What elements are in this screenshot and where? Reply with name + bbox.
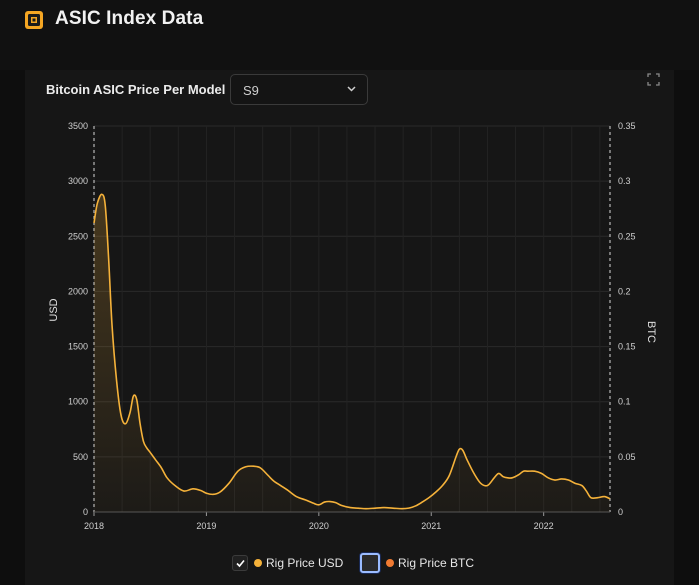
y-tick-label: 2500 xyxy=(68,231,88,241)
y2-tick-label: 0 xyxy=(618,507,623,517)
y2-axis-title: BTC xyxy=(645,321,657,343)
x-tick-label: 2022 xyxy=(534,521,554,531)
y-tick-label: 2000 xyxy=(68,286,88,296)
series-area-usd xyxy=(94,194,610,513)
model-select-value: S9 xyxy=(243,83,259,98)
y2-tick-label: 0.3 xyxy=(618,176,631,186)
chevron-down-icon xyxy=(347,86,356,92)
y2-tick-label: 0.1 xyxy=(618,397,631,407)
x-tick-label: 2019 xyxy=(196,521,216,531)
y-tick-label: 500 xyxy=(73,452,88,462)
legend-item-usd[interactable]: Rig Price USD xyxy=(232,552,343,574)
legend-checkbox-usd[interactable] xyxy=(232,555,248,571)
legend-checkbox-btc[interactable] xyxy=(360,553,380,573)
app-title: ASIC Index Data xyxy=(55,8,204,29)
chart-label: Bitcoin ASIC Price Per Model xyxy=(46,82,226,97)
model-select[interactable]: S9 xyxy=(230,74,368,105)
x-tick-label: 2020 xyxy=(309,521,329,531)
y2-tick-label: 0.2 xyxy=(618,286,631,296)
y2-tick-label: 0.35 xyxy=(618,121,636,131)
y-tick-label: 3500 xyxy=(68,121,88,131)
y-tick-label: 1000 xyxy=(68,397,88,407)
legend-label-usd: Rig Price USD xyxy=(266,556,344,570)
series-line-usd[interactable] xyxy=(93,193,611,510)
y2-tick-label: 0.05 xyxy=(618,452,636,462)
y2-tick-label: 0.25 xyxy=(618,231,636,241)
x-tick-label: 2018 xyxy=(84,521,104,531)
app-header: ASIC Index Data xyxy=(0,0,699,70)
legend-label-btc: Rig Price BTC xyxy=(398,556,475,570)
x-tick-label: 2021 xyxy=(421,521,441,531)
y-tick-label: 1500 xyxy=(68,342,88,352)
y-tick-label: 0 xyxy=(83,507,88,517)
legend-item-btc[interactable]: Rig Price BTC xyxy=(360,552,474,574)
expand-icon[interactable] xyxy=(647,73,660,86)
legend-dot-btc xyxy=(386,559,394,567)
legend-dot-usd xyxy=(254,559,262,567)
y-axis-title: USD xyxy=(48,298,60,321)
asic-chip-icon xyxy=(25,11,43,29)
y2-tick-label: 0.15 xyxy=(618,342,636,352)
y-tick-label: 3000 xyxy=(68,176,88,186)
check-icon xyxy=(236,559,245,568)
